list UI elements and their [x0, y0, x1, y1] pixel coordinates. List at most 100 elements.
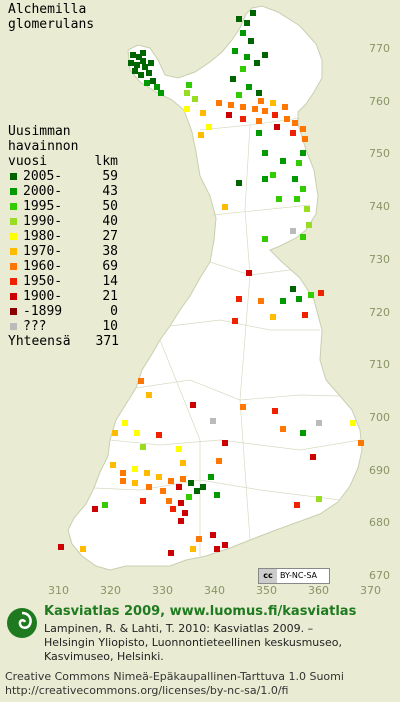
observation-square	[198, 132, 204, 138]
y-axis-label: 700	[369, 410, 390, 424]
legend-row: 1960- 69	[8, 259, 119, 274]
observation-square	[276, 196, 282, 202]
observation-square	[284, 116, 290, 122]
observation-square	[222, 440, 228, 446]
legend: Uusimman havainnon vuosi lkm 2005- 59 2000…	[8, 124, 119, 349]
observation-square	[168, 478, 174, 484]
observation-square	[296, 296, 302, 302]
y-axis-label: 710	[369, 358, 390, 372]
observation-square	[280, 298, 286, 304]
observation-square	[142, 64, 148, 70]
observation-square	[132, 68, 138, 74]
observation-square	[132, 480, 138, 486]
legend-swatch	[10, 278, 17, 285]
observation-square	[350, 420, 356, 426]
observation-square	[240, 30, 246, 36]
legend-swatch	[10, 308, 17, 315]
legend-count: 27	[102, 229, 118, 244]
cc-license-badge[interactable]: cc BY-NC-SA	[258, 568, 330, 584]
x-axis-label: 310	[48, 584, 69, 597]
legend-year-label: 2000-	[23, 184, 63, 199]
observation-square	[244, 20, 250, 26]
y-axis-label: 680	[369, 516, 390, 530]
observation-square	[290, 130, 296, 136]
observation-square	[140, 498, 146, 504]
legend-total-count: 371	[95, 334, 119, 349]
observation-square	[304, 206, 310, 212]
observation-square	[292, 176, 298, 182]
observation-square	[272, 408, 278, 414]
legend-count: 59	[102, 169, 118, 184]
legend-swatch	[10, 293, 17, 300]
observation-square	[194, 488, 200, 494]
observation-square	[232, 318, 238, 324]
observation-square	[148, 60, 154, 66]
legend-year-label: 2005-	[23, 169, 63, 184]
legend-swatch	[10, 248, 17, 255]
observation-square	[170, 506, 176, 512]
license-line-2[interactable]: http://creativecommons.org/licenses/by-n…	[5, 684, 289, 697]
y-axis-label: 750	[369, 147, 390, 161]
observation-square	[80, 546, 86, 552]
y-axis-label: 740	[369, 200, 390, 214]
footer-citation: Lampinen, R. & Lahti, T. 2010: Kasviatla…	[44, 622, 342, 664]
observation-square	[208, 474, 214, 480]
citation-line-3: Kasvimuseo, Helsinki.	[44, 650, 164, 663]
observation-square	[132, 466, 138, 472]
observation-square	[252, 106, 258, 112]
observation-squares	[58, 10, 364, 556]
legend-year-label: -1899	[23, 304, 63, 319]
legend-col-year: vuosi	[8, 154, 48, 169]
footer-headline[interactable]: Kasviatlas 2009, www.luomus.fi/kasviatla…	[44, 604, 357, 619]
observation-square	[206, 124, 212, 130]
observation-square	[120, 478, 126, 484]
observation-square	[232, 48, 238, 54]
observation-square	[102, 502, 108, 508]
observation-square	[310, 454, 316, 460]
x-axis-label: 370	[360, 584, 381, 597]
observation-square	[228, 102, 234, 108]
observation-square	[216, 100, 222, 106]
observation-square	[182, 510, 188, 516]
observation-square	[236, 180, 242, 186]
observation-square	[134, 430, 140, 436]
observation-square	[140, 58, 146, 64]
observation-square	[146, 392, 152, 398]
observation-square	[134, 62, 140, 68]
observation-square	[240, 404, 246, 410]
observation-square	[274, 124, 280, 130]
legend-rows: 2005- 59 2000- 43 1995- 50 1990- 40 1980- 27 1970-…	[8, 169, 119, 334]
observation-square	[160, 488, 166, 494]
observation-square	[256, 90, 262, 96]
observation-square	[300, 234, 306, 240]
legend-count: 50	[102, 199, 118, 214]
observation-square	[240, 116, 246, 122]
observation-square	[290, 286, 296, 292]
species-epithet: glomerulans	[8, 17, 95, 32]
observation-square	[290, 228, 296, 234]
legend-year-label: 1995-	[23, 199, 63, 214]
observation-square	[246, 270, 252, 276]
observation-square	[166, 498, 172, 504]
observation-square	[236, 296, 242, 302]
observation-square	[58, 544, 64, 550]
observation-square	[176, 484, 182, 490]
legend-row: 1995- 50	[8, 199, 119, 214]
observation-square	[236, 16, 242, 22]
observation-square	[300, 126, 306, 132]
observation-square	[258, 298, 264, 304]
observation-square	[216, 458, 222, 464]
observation-square	[248, 38, 254, 44]
observation-square	[136, 54, 142, 60]
observation-square	[188, 480, 194, 486]
y-axis-label: 670	[369, 569, 390, 582]
observation-square	[180, 460, 186, 466]
observation-square	[190, 546, 196, 552]
observation-square	[128, 60, 134, 66]
observation-square	[146, 70, 152, 76]
observation-square	[210, 418, 216, 424]
observation-square	[176, 446, 182, 452]
legend-heading-1: Uusimman	[8, 124, 71, 139]
legend-year-label: 1970-	[23, 244, 63, 259]
observation-square	[318, 290, 324, 296]
